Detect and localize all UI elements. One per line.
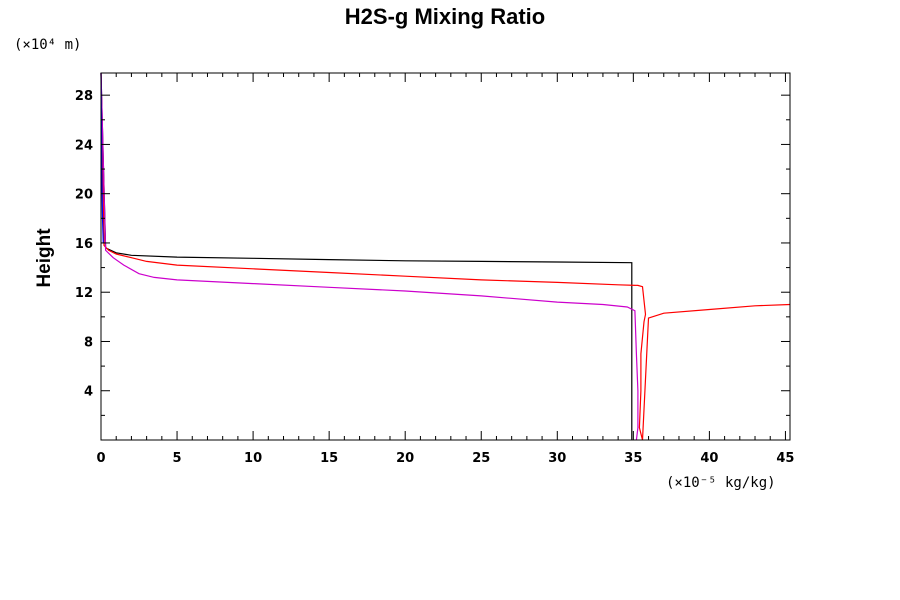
x-tick-label: 5 (173, 451, 182, 466)
series-line-1 (100, 72, 633, 440)
x-tick-label: 10 (244, 451, 262, 466)
x-unit-label: (×10⁻⁵ kg/kg) (666, 475, 776, 491)
series-layer (100, 72, 791, 441)
ticks-layer (100, 73, 790, 440)
y-tick-label: 4 (84, 385, 93, 400)
x-tick-label: 30 (548, 451, 566, 466)
plot-frame (100, 72, 791, 441)
series-line-2 (100, 72, 791, 441)
y-tick-label: 8 (84, 335, 93, 350)
y-axis-label: Height (34, 228, 55, 288)
x-tick-label: 45 (776, 451, 794, 466)
tick-labels: 0 5 10 15 20 25 30 35 40 45 4 8 12 16 20 24 28 (75, 89, 795, 466)
series-line-3 (100, 72, 639, 441)
y-tick-label: 28 (75, 89, 93, 104)
y-tick-label: 12 (75, 286, 93, 301)
chart-title: H2S-g Mixing Ratio (345, 4, 545, 29)
y-tick-label: 20 (75, 188, 93, 203)
x-tick-label: 40 (700, 451, 718, 466)
y-tick-label: 16 (75, 237, 93, 252)
y-unit-label: (×10⁴ m) (14, 37, 81, 53)
x-tick-label: 35 (624, 451, 642, 466)
y-tick-label: 24 (75, 138, 93, 153)
x-tick-label: 0 (96, 451, 105, 466)
x-tick-label: 15 (320, 451, 338, 466)
x-tick-label: 20 (396, 451, 414, 466)
x-tick-label: 25 (472, 451, 490, 466)
